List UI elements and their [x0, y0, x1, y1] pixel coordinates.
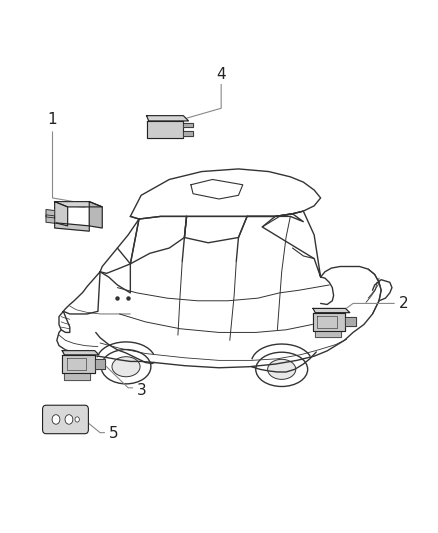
- Polygon shape: [55, 201, 102, 207]
- Circle shape: [65, 415, 73, 424]
- Polygon shape: [147, 116, 188, 121]
- Circle shape: [75, 417, 79, 422]
- Text: 2: 2: [399, 296, 408, 311]
- Polygon shape: [89, 201, 102, 228]
- Polygon shape: [147, 121, 184, 138]
- Text: 3: 3: [137, 383, 147, 398]
- Circle shape: [52, 415, 60, 424]
- Polygon shape: [55, 201, 67, 226]
- Text: 5: 5: [109, 426, 118, 441]
- Ellipse shape: [112, 357, 140, 377]
- Polygon shape: [315, 331, 341, 337]
- Polygon shape: [46, 215, 55, 223]
- Polygon shape: [95, 359, 106, 369]
- Polygon shape: [62, 355, 95, 373]
- Polygon shape: [64, 373, 90, 379]
- Text: 1: 1: [48, 112, 57, 127]
- Polygon shape: [184, 123, 193, 127]
- Polygon shape: [313, 309, 350, 313]
- Polygon shape: [62, 351, 99, 355]
- Ellipse shape: [268, 359, 296, 379]
- Text: 4: 4: [216, 67, 226, 82]
- Polygon shape: [55, 223, 89, 231]
- Polygon shape: [346, 317, 356, 327]
- Polygon shape: [184, 132, 193, 136]
- Polygon shape: [313, 313, 346, 331]
- Polygon shape: [46, 209, 55, 218]
- FancyBboxPatch shape: [42, 405, 88, 434]
